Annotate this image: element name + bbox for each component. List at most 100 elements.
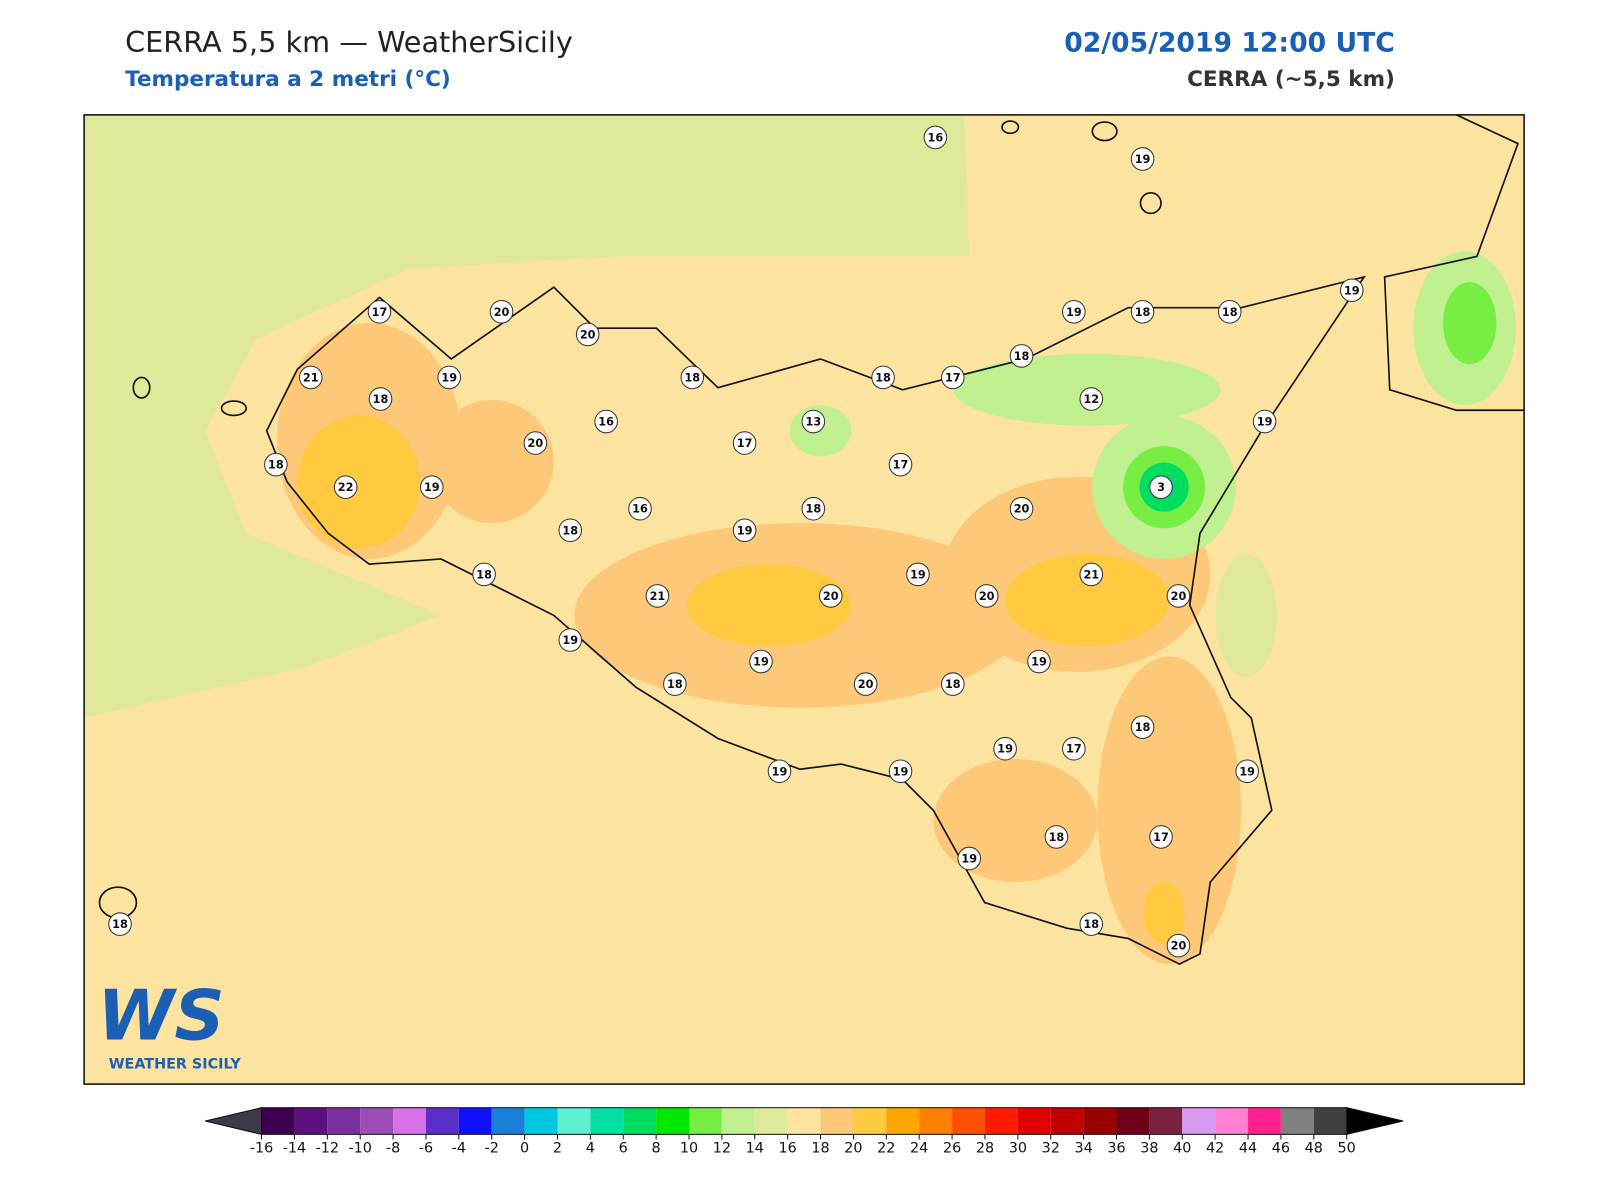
station-marker xyxy=(489,300,514,324)
colorbar-tick-label: 26 xyxy=(943,1141,961,1157)
colorbar-tick-label: 34 xyxy=(1074,1141,1092,1157)
colorbar-tick-label: 32 xyxy=(1042,1141,1060,1157)
station-marker xyxy=(472,562,496,587)
station-value: 3 xyxy=(1157,481,1165,494)
colorbar-segment xyxy=(656,1107,690,1135)
station-value: 19 xyxy=(997,743,1013,756)
station-marker xyxy=(767,759,792,784)
colorbar-segment xyxy=(261,1107,295,1135)
colorbar-segment xyxy=(294,1107,328,1135)
colorbar-tick-label: 44 xyxy=(1239,1141,1257,1157)
colorbar: -16 -14 -12 -10 -8 -6 -4 -2 0 2 4 6 8 10 12 14 16 18 20 22 2… xyxy=(205,1107,1404,1157)
logo-mark: WS xyxy=(97,976,224,1057)
station-marker xyxy=(367,300,392,324)
colorbar-segment xyxy=(327,1107,361,1135)
station-value: 20 xyxy=(1171,940,1187,953)
colorbar-tick-label: -8 xyxy=(386,1141,400,1157)
colorbar-tick-label: 30 xyxy=(1009,1141,1027,1157)
station-value: 18 xyxy=(1135,721,1151,734)
station-value: 19 xyxy=(1066,306,1082,319)
colorbar-segment xyxy=(1248,1107,1281,1135)
station-value: 20 xyxy=(823,590,839,603)
colorbar-under xyxy=(205,1107,263,1136)
station-value: 18 xyxy=(1083,918,1099,931)
station-value: 22 xyxy=(338,481,354,494)
station-marker xyxy=(801,409,826,434)
station-marker xyxy=(1079,562,1104,587)
station-marker xyxy=(680,365,705,390)
colorbar-tick-label: 6 xyxy=(619,1141,628,1157)
colorbar-tick-label: 38 xyxy=(1140,1141,1158,1157)
station-marker xyxy=(575,322,600,347)
logo: WS WEATHER SICILY xyxy=(97,976,241,1073)
station-marker xyxy=(437,365,462,390)
station-value: 19 xyxy=(1135,153,1151,166)
station-marker xyxy=(1062,300,1086,324)
colorbar-segment xyxy=(491,1107,525,1135)
colorbar-segment xyxy=(1280,1107,1314,1135)
colorbar-tick-label: 4 xyxy=(586,1141,595,1157)
colorbar-tick-label: 14 xyxy=(746,1141,764,1157)
colorbar-segment xyxy=(1215,1107,1249,1135)
colorbar-tick-label: -14 xyxy=(283,1141,306,1157)
colorbar-tick-label: -12 xyxy=(316,1141,339,1157)
station-value: 19 xyxy=(1257,416,1273,429)
colorbar-tick-label: 46 xyxy=(1272,1141,1290,1157)
colorbar-segment xyxy=(524,1107,558,1135)
station-value: 20 xyxy=(580,328,596,341)
station-marker xyxy=(888,759,913,784)
colorbar-segment xyxy=(360,1107,394,1135)
station-marker xyxy=(1166,933,1191,958)
station-value: 18 xyxy=(268,459,284,472)
station-marker xyxy=(1079,912,1104,936)
station-value: 13 xyxy=(805,416,821,429)
station-value: 17 xyxy=(893,459,909,472)
station-marker xyxy=(558,628,583,652)
station-marker xyxy=(1044,825,1069,849)
colorbar-tick-label: 10 xyxy=(680,1141,698,1157)
colorbar-segment xyxy=(820,1107,854,1135)
station-value: 19 xyxy=(1031,656,1047,669)
station-value: 20 xyxy=(858,678,874,691)
colorbar-segment xyxy=(787,1107,821,1135)
colorbar-segment xyxy=(1017,1107,1051,1135)
colorbar-segment xyxy=(393,1107,426,1135)
colorbar-tick-label: 20 xyxy=(844,1141,862,1157)
station-value: 18 xyxy=(562,524,578,537)
station-value: 20 xyxy=(1171,590,1187,603)
station-value: 18 xyxy=(805,503,821,516)
station-marker xyxy=(333,475,358,499)
station-marker xyxy=(1166,584,1191,608)
colorbar-tick-label: 0 xyxy=(520,1141,529,1157)
station-value: 18 xyxy=(875,371,891,384)
colorbar-segment xyxy=(1182,1107,1216,1135)
station-value: 19 xyxy=(562,634,578,647)
station-value: 20 xyxy=(979,590,995,603)
colorbar-tick-label: 42 xyxy=(1206,1141,1224,1157)
station-marker xyxy=(888,452,913,477)
station-value: 16 xyxy=(928,131,944,144)
colorbar-segment xyxy=(721,1107,755,1135)
station-marker xyxy=(941,365,965,390)
colorbar-segment xyxy=(853,1107,887,1135)
station-marker xyxy=(645,584,670,608)
station-marker xyxy=(818,584,843,608)
station-value: 16 xyxy=(598,416,614,429)
station-value: 17 xyxy=(1066,743,1082,756)
station-value: 20 xyxy=(494,306,510,319)
station-value: 18 xyxy=(1049,831,1065,844)
colorbar-over xyxy=(1346,1107,1404,1136)
colorbar-segment xyxy=(886,1107,920,1135)
subtitle: Temperatura a 2 metri (°C) xyxy=(125,67,451,92)
station-marker xyxy=(906,562,930,587)
colorbar-outline xyxy=(261,1107,1348,1135)
station-marker xyxy=(941,672,965,696)
station-value: 21 xyxy=(650,590,666,603)
colorbar-segment xyxy=(1083,1107,1117,1135)
station-value: 19 xyxy=(753,656,769,669)
station-marker xyxy=(1130,147,1155,171)
colorbar-tick-label: -16 xyxy=(250,1141,273,1157)
colorbar-tick-label: -6 xyxy=(419,1141,433,1157)
map-frame xyxy=(83,114,1525,1085)
